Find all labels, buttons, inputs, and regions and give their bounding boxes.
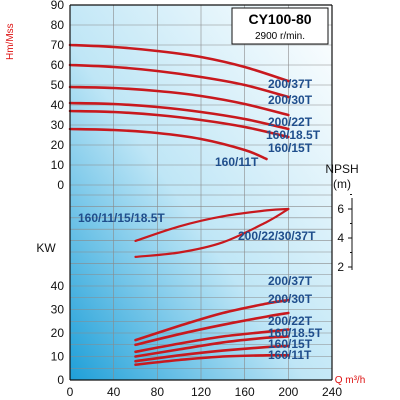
npsh-axis-unit: (m) bbox=[333, 177, 351, 191]
head-curve bbox=[68, 43, 290, 83]
power-tick-label: 40 bbox=[51, 279, 65, 293]
power-tick-label: 0 bbox=[57, 373, 64, 387]
npsh-curve bbox=[134, 207, 290, 242]
head-tick-label: 80 bbox=[51, 18, 65, 32]
x-tick-label: 40 bbox=[107, 385, 121, 399]
head-curve bbox=[68, 127, 268, 161]
power-curve-label: 160/11T bbox=[268, 348, 312, 362]
x-tick-label: 200 bbox=[278, 385, 298, 399]
power-curve-label: 160/18.5T bbox=[268, 326, 323, 340]
head-curve-label: 160/11T bbox=[215, 155, 259, 169]
head-tick-label: 10 bbox=[51, 158, 65, 172]
head-tick-label: 0 bbox=[57, 178, 64, 192]
power-curve bbox=[134, 335, 290, 358]
head-tick-label: 60 bbox=[51, 58, 65, 72]
axes: 0 10 20 30 40 50 60 70 80 90 0 10 20 30 40 0 40 80 120 160 2… bbox=[51, 0, 353, 399]
power-curve bbox=[134, 311, 290, 347]
npsh-tick-label: 4 bbox=[337, 231, 344, 245]
curve-labels: 200/37T200/30T200/22T160/18.5T160/15T160… bbox=[78, 77, 323, 362]
power-curve bbox=[134, 353, 290, 366]
x-tick-label: 0 bbox=[67, 385, 74, 399]
power-curve-label: 160/15T bbox=[268, 337, 313, 351]
npsh-tick-label: 6 bbox=[337, 202, 344, 216]
x-tick-label: 120 bbox=[191, 385, 211, 399]
power-curve-label: 200/30T bbox=[268, 292, 313, 306]
x-tick-label: 80 bbox=[151, 385, 165, 399]
head-curve-label: 200/30T bbox=[268, 93, 313, 107]
power-axis-title: KW bbox=[36, 241, 56, 255]
head-curve-label: 200/22T bbox=[268, 115, 313, 129]
npsh-axis-title: NPSH bbox=[325, 162, 358, 176]
head-tick-label: 30 bbox=[51, 118, 65, 132]
power-curve-label: 200/22T bbox=[268, 314, 313, 328]
chart-title: CY100-80 bbox=[248, 11, 311, 27]
x-axis-title: Q m³/h bbox=[335, 375, 366, 386]
head-curve bbox=[68, 63, 290, 99]
x-tick-label: 240 bbox=[322, 385, 342, 399]
npsh-curve-label: 160/11/15/18.5T bbox=[78, 211, 165, 225]
power-curve-label: 200/37T bbox=[268, 274, 313, 288]
power-tick-label: 20 bbox=[51, 326, 65, 340]
head-curve-label: 160/18.5T bbox=[266, 128, 321, 142]
head-curve-label: 160/15T bbox=[268, 141, 313, 155]
power-curve bbox=[134, 328, 290, 354]
power-tick-label: 10 bbox=[51, 350, 65, 364]
x-tick-label: 160 bbox=[235, 385, 255, 399]
npsh-curve bbox=[134, 207, 290, 258]
head-tick-label: 40 bbox=[51, 98, 65, 112]
head-tick-label: 20 bbox=[51, 138, 65, 152]
head-axis-title: Hm/Mss bbox=[5, 23, 16, 60]
power-curve bbox=[134, 344, 290, 363]
power-curve bbox=[134, 298, 290, 342]
head-tick-label: 70 bbox=[51, 38, 65, 52]
head-tick-label: 50 bbox=[51, 78, 65, 92]
head-curve bbox=[68, 85, 290, 117]
head-curve-label: 200/37T bbox=[268, 77, 313, 91]
npsh-curve-label: 200/22/30/37T bbox=[238, 229, 316, 243]
chart-subtitle: 2900 r/min. bbox=[255, 31, 305, 42]
head-curve bbox=[68, 101, 290, 131]
power-tick-label: 30 bbox=[51, 303, 65, 317]
head-curve bbox=[68, 109, 290, 139]
curves bbox=[68, 43, 290, 366]
npsh-tick-label: 2 bbox=[337, 260, 344, 274]
head-tick-label: 90 bbox=[51, 0, 65, 12]
title-box bbox=[231, 7, 329, 45]
